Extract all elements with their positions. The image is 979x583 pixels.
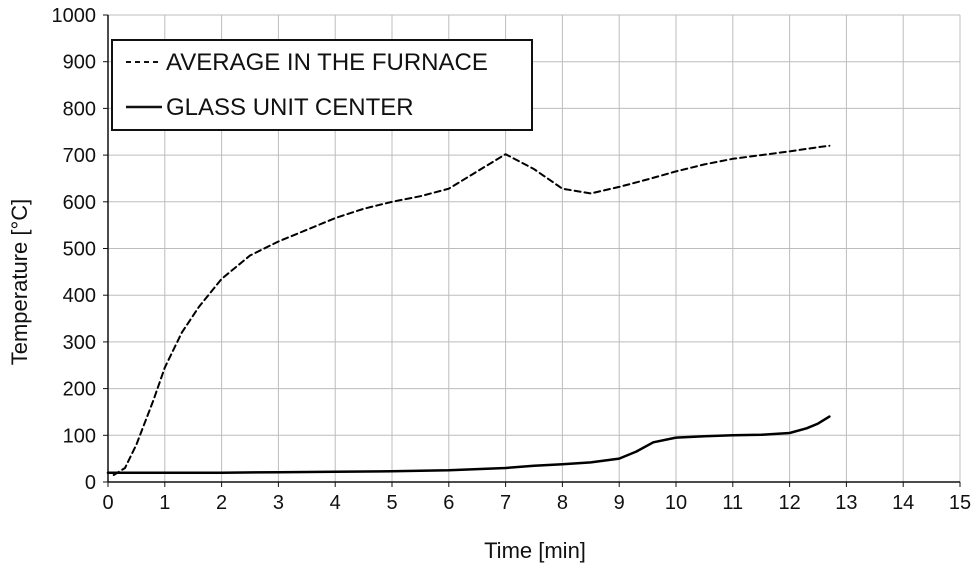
series-lines <box>106 144 831 476</box>
y-tick-label: 500 <box>63 239 96 261</box>
x-tick-label: 3 <box>273 492 284 514</box>
x-tick-label: 13 <box>835 492 857 514</box>
x-tick-label: 0 <box>102 492 113 514</box>
x-tick-label: 15 <box>949 492 971 514</box>
x-tick-label: 1 <box>159 492 170 514</box>
series-line-glass-center <box>106 415 831 474</box>
legend-label-average-furnace: AVERAGE IN THE FURNACE <box>166 49 488 76</box>
x-tick-label: 5 <box>386 492 397 514</box>
x-tick-label: 11 <box>722 492 743 514</box>
y-tick-label: 700 <box>63 145 96 167</box>
legend-box <box>111 39 533 131</box>
y-tick-label: 1000 <box>52 5 97 27</box>
y-tick-label: 300 <box>63 332 96 354</box>
x-tick-label: 12 <box>778 492 800 514</box>
x-tick-label: 8 <box>557 492 568 514</box>
x-axis-label: Time [min] <box>484 538 586 563</box>
y-tick-label: 0 <box>85 472 96 494</box>
y-tick-label: 100 <box>63 425 96 447</box>
y-tick-label: 400 <box>63 285 96 307</box>
y-tick-label: 900 <box>63 52 96 74</box>
x-tick-label: 7 <box>500 492 511 514</box>
legend-label-glass-center: GLASS UNIT CENTER <box>166 94 414 121</box>
series-line-average-furnace <box>112 144 831 476</box>
x-tick-label: 14 <box>892 492 914 514</box>
y-tick-label: 200 <box>63 379 96 401</box>
y-tick-label: 600 <box>63 192 96 214</box>
legend: AVERAGE IN THE FURNACE GLASS UNIT CENTER <box>111 39 533 131</box>
x-tick-label: 6 <box>443 492 454 514</box>
y-axis-label: Temperature [°C] <box>7 199 32 366</box>
axes <box>103 14 961 487</box>
x-tick-label: 4 <box>330 492 341 514</box>
x-tick-label: 9 <box>614 492 625 514</box>
x-tick-label: 2 <box>216 492 227 514</box>
y-tick-label: 800 <box>63 98 96 120</box>
x-tick-label: 10 <box>665 492 687 514</box>
tick-labels: 0 1 2 3 4 5 6 7 8 9 10 11 12 13 14 15010020030040050060… <box>52 5 972 514</box>
